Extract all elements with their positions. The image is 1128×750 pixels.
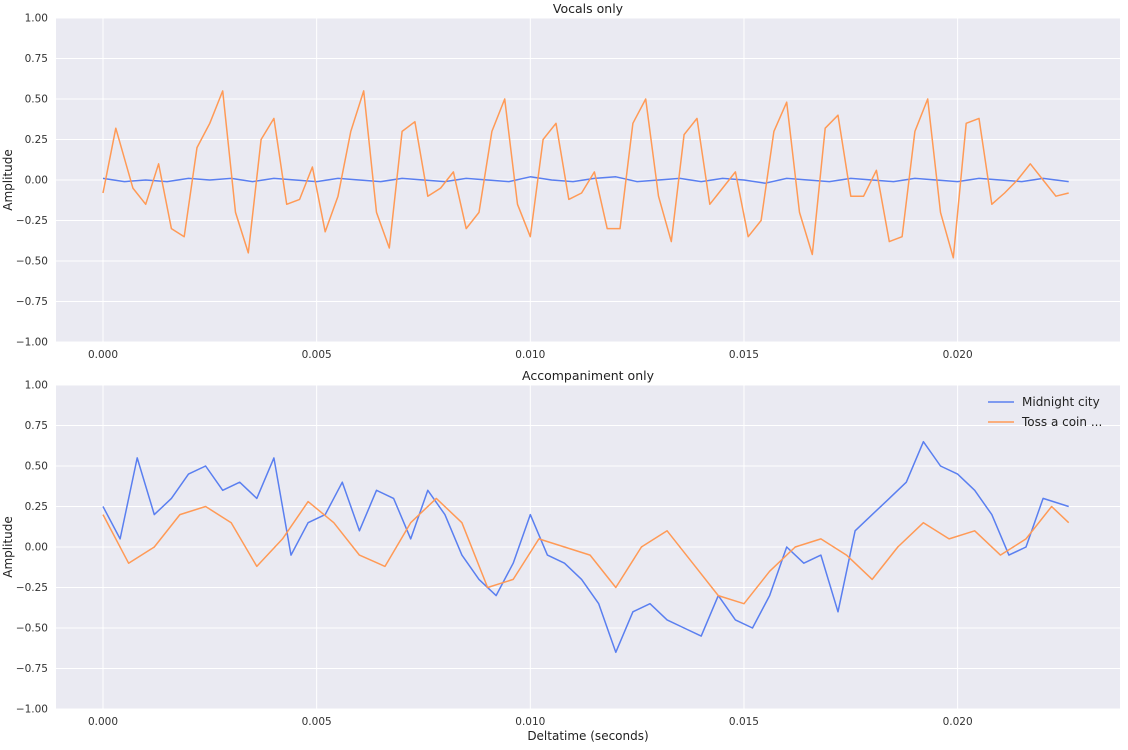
y-tick-label: −0.75 <box>16 663 48 675</box>
y-tick-label: 0.50 <box>25 461 48 473</box>
y-axis-label: Amplitude <box>1 516 15 578</box>
accompaniment-subplot: 1.00 0.75 0.50 0.25 0.00 −0.25 −0.50 −0.75 −1.00… <box>1 368 1120 743</box>
chart-title: Accompaniment only <box>522 368 655 383</box>
x-tick-label: 0.005 <box>302 716 332 728</box>
y-tick-label: 0.50 <box>25 94 48 106</box>
y-tick-label: 0.25 <box>25 501 48 513</box>
x-tick-label: 0.010 <box>515 349 545 361</box>
x-tick-label: 0.015 <box>729 349 759 361</box>
y-tick-label: 0.00 <box>25 542 48 554</box>
y-tick-label: 1.00 <box>25 13 48 25</box>
x-tick-label: 0.000 <box>88 349 118 361</box>
x-tick-label: 0.000 <box>88 716 118 728</box>
y-tick-label: −1.00 <box>16 704 48 716</box>
series-line-toss-a-coin <box>102 90 1069 259</box>
chart-title: Vocals only <box>553 1 624 16</box>
legend: Midnight city Toss a coin ... <box>988 395 1102 429</box>
y-tick-label: 0.00 <box>25 175 48 187</box>
series-line-toss-a-coin <box>102 497 1070 605</box>
vocals-subplot: 1.00 0.75 0.50 0.25 0.00 −0.25 −0.50 −0.75 −1.00… <box>1 1 1120 361</box>
legend-entry: Toss a coin ... <box>1021 415 1102 429</box>
y-tick-label: −1.00 <box>16 337 48 349</box>
x-tick-label: 0.015 <box>729 716 759 728</box>
x-tick-label: 0.020 <box>943 716 973 728</box>
series-line-midnight-city <box>102 440 1069 654</box>
y-tick-label: 0.75 <box>25 420 48 432</box>
y-tick-label: −0.75 <box>16 296 48 308</box>
legend-entry: Midnight city <box>1022 395 1100 409</box>
y-tick-label: −0.50 <box>16 623 48 635</box>
y-tick-label: −0.25 <box>16 215 48 227</box>
y-tick-label: 0.75 <box>25 53 48 65</box>
x-tick-label: 0.020 <box>943 349 973 361</box>
x-tick-label: 0.010 <box>515 716 545 728</box>
y-axis-label: Amplitude <box>1 149 15 211</box>
y-tick-label: −0.25 <box>16 582 48 594</box>
x-tick-label: 0.005 <box>302 349 332 361</box>
series-line-midnight-city <box>102 176 1069 184</box>
x-axis-label: Deltatime (seconds) <box>527 729 648 743</box>
y-tick-label: 0.25 <box>25 134 48 146</box>
y-tick-label: −0.50 <box>16 256 48 268</box>
y-tick-label: 1.00 <box>25 380 48 392</box>
